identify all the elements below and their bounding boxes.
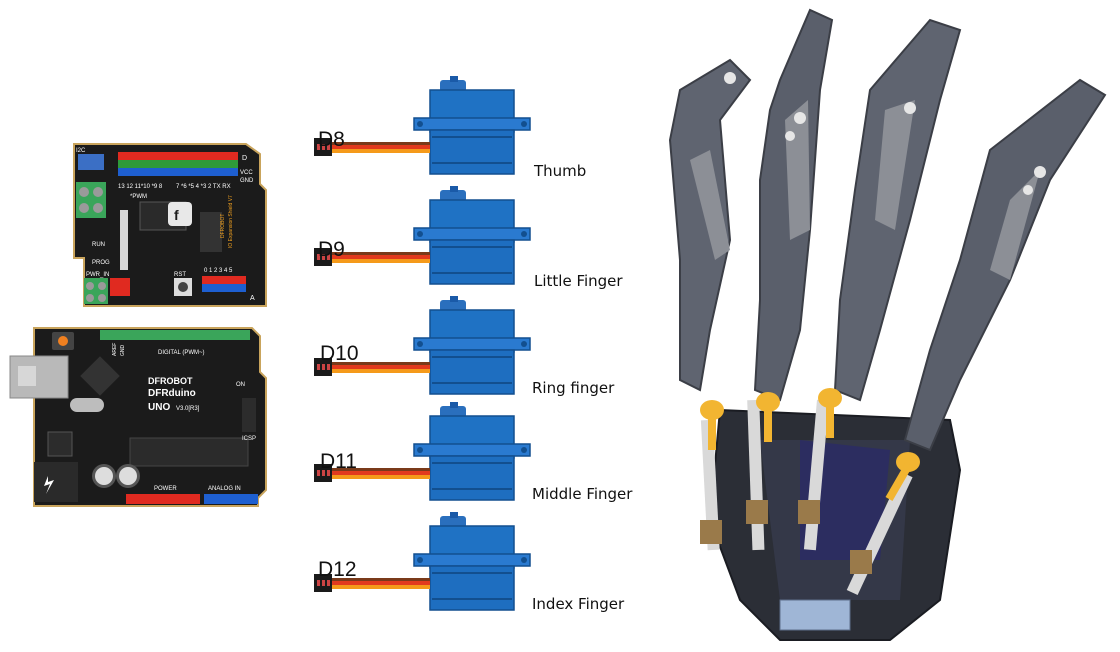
dfrduino-uno-board: DFROBOT DFRduino UNO V3.0[R3] DIGITAL (P… — [9, 327, 267, 507]
power-jack — [34, 462, 78, 502]
run-label: RUN — [92, 242, 105, 248]
svg-text:f: f — [174, 207, 179, 223]
vcc-label: VCC — [240, 170, 253, 176]
gnd-label: GND — [240, 178, 254, 184]
finger-4 — [903, 78, 1107, 452]
uno-gnd-label: GND — [120, 345, 126, 357]
icsp-label: ICSP — [242, 436, 256, 442]
finger-label-index: Index Finger — [532, 595, 625, 613]
servo-little-finger — [313, 185, 531, 285]
rst-label: RST — [174, 272, 186, 278]
power-terminal-top — [76, 182, 106, 218]
finger-2 — [753, 8, 834, 402]
finger-thumb — [668, 58, 752, 392]
uno-name: DFRduino — [148, 388, 196, 399]
finger-label-middle: Middle Finger — [532, 485, 633, 503]
finger-label-little: Little Finger — [534, 272, 623, 290]
pin-label-d12: D12 — [318, 558, 357, 581]
digital-pins-high: 13 12 11*10 *9 8 — [118, 184, 163, 190]
servo-thumb — [313, 76, 531, 175]
uno-brand: DFROBOT — [148, 376, 193, 386]
uno-version: V3.0[R3] — [176, 406, 200, 412]
wrist-clamp — [779, 599, 851, 631]
finger-label-thumb: Thumb — [534, 162, 587, 180]
uno-model: UNO — [148, 402, 170, 413]
pwr-in-label: PWR_IN — [86, 272, 109, 278]
tendon-springs — [700, 399, 913, 596]
top-pin-headers — [78, 152, 238, 176]
shield-brand: DFROBOT — [220, 214, 226, 238]
power-header-label: POWER — [154, 486, 177, 492]
robotic-hand-illustration — [668, 8, 1107, 641]
tendon-knobs — [700, 388, 920, 502]
pin-label-d10: D10 — [320, 342, 359, 365]
aref-label: AREF — [112, 343, 118, 356]
pin-label-d11: D11 — [320, 450, 357, 473]
io-expansion-shield: f I2C RUN PROG PWR_IN RST *PWM GND VCC D… — [73, 143, 267, 307]
digital-header-label: DIGITAL (PWM~) — [158, 350, 205, 356]
analog-header-label: ANALOG IN — [208, 486, 241, 492]
on-led-label: ON — [236, 382, 245, 388]
prog-label: PROG — [92, 260, 110, 266]
finger-label-ring: Ring finger — [532, 379, 615, 397]
pin-label-d9: D9 — [318, 238, 345, 261]
shield-name: IO Expansion Shield V7 — [228, 195, 234, 248]
a-label: A — [250, 295, 255, 302]
d-label: D — [242, 155, 247, 162]
digital-pins-low: 7 *6 *5 4 *3 2 TX RX — [176, 184, 231, 190]
i2c-label: I2C — [76, 148, 86, 154]
analog-pins: 0 1 2 3 4 5 — [204, 268, 233, 274]
power-bolt-icon — [44, 476, 54, 494]
finger-3 — [833, 18, 962, 402]
pwm-label: *PWM — [130, 194, 147, 200]
pin-label-d8: D8 — [318, 128, 345, 151]
